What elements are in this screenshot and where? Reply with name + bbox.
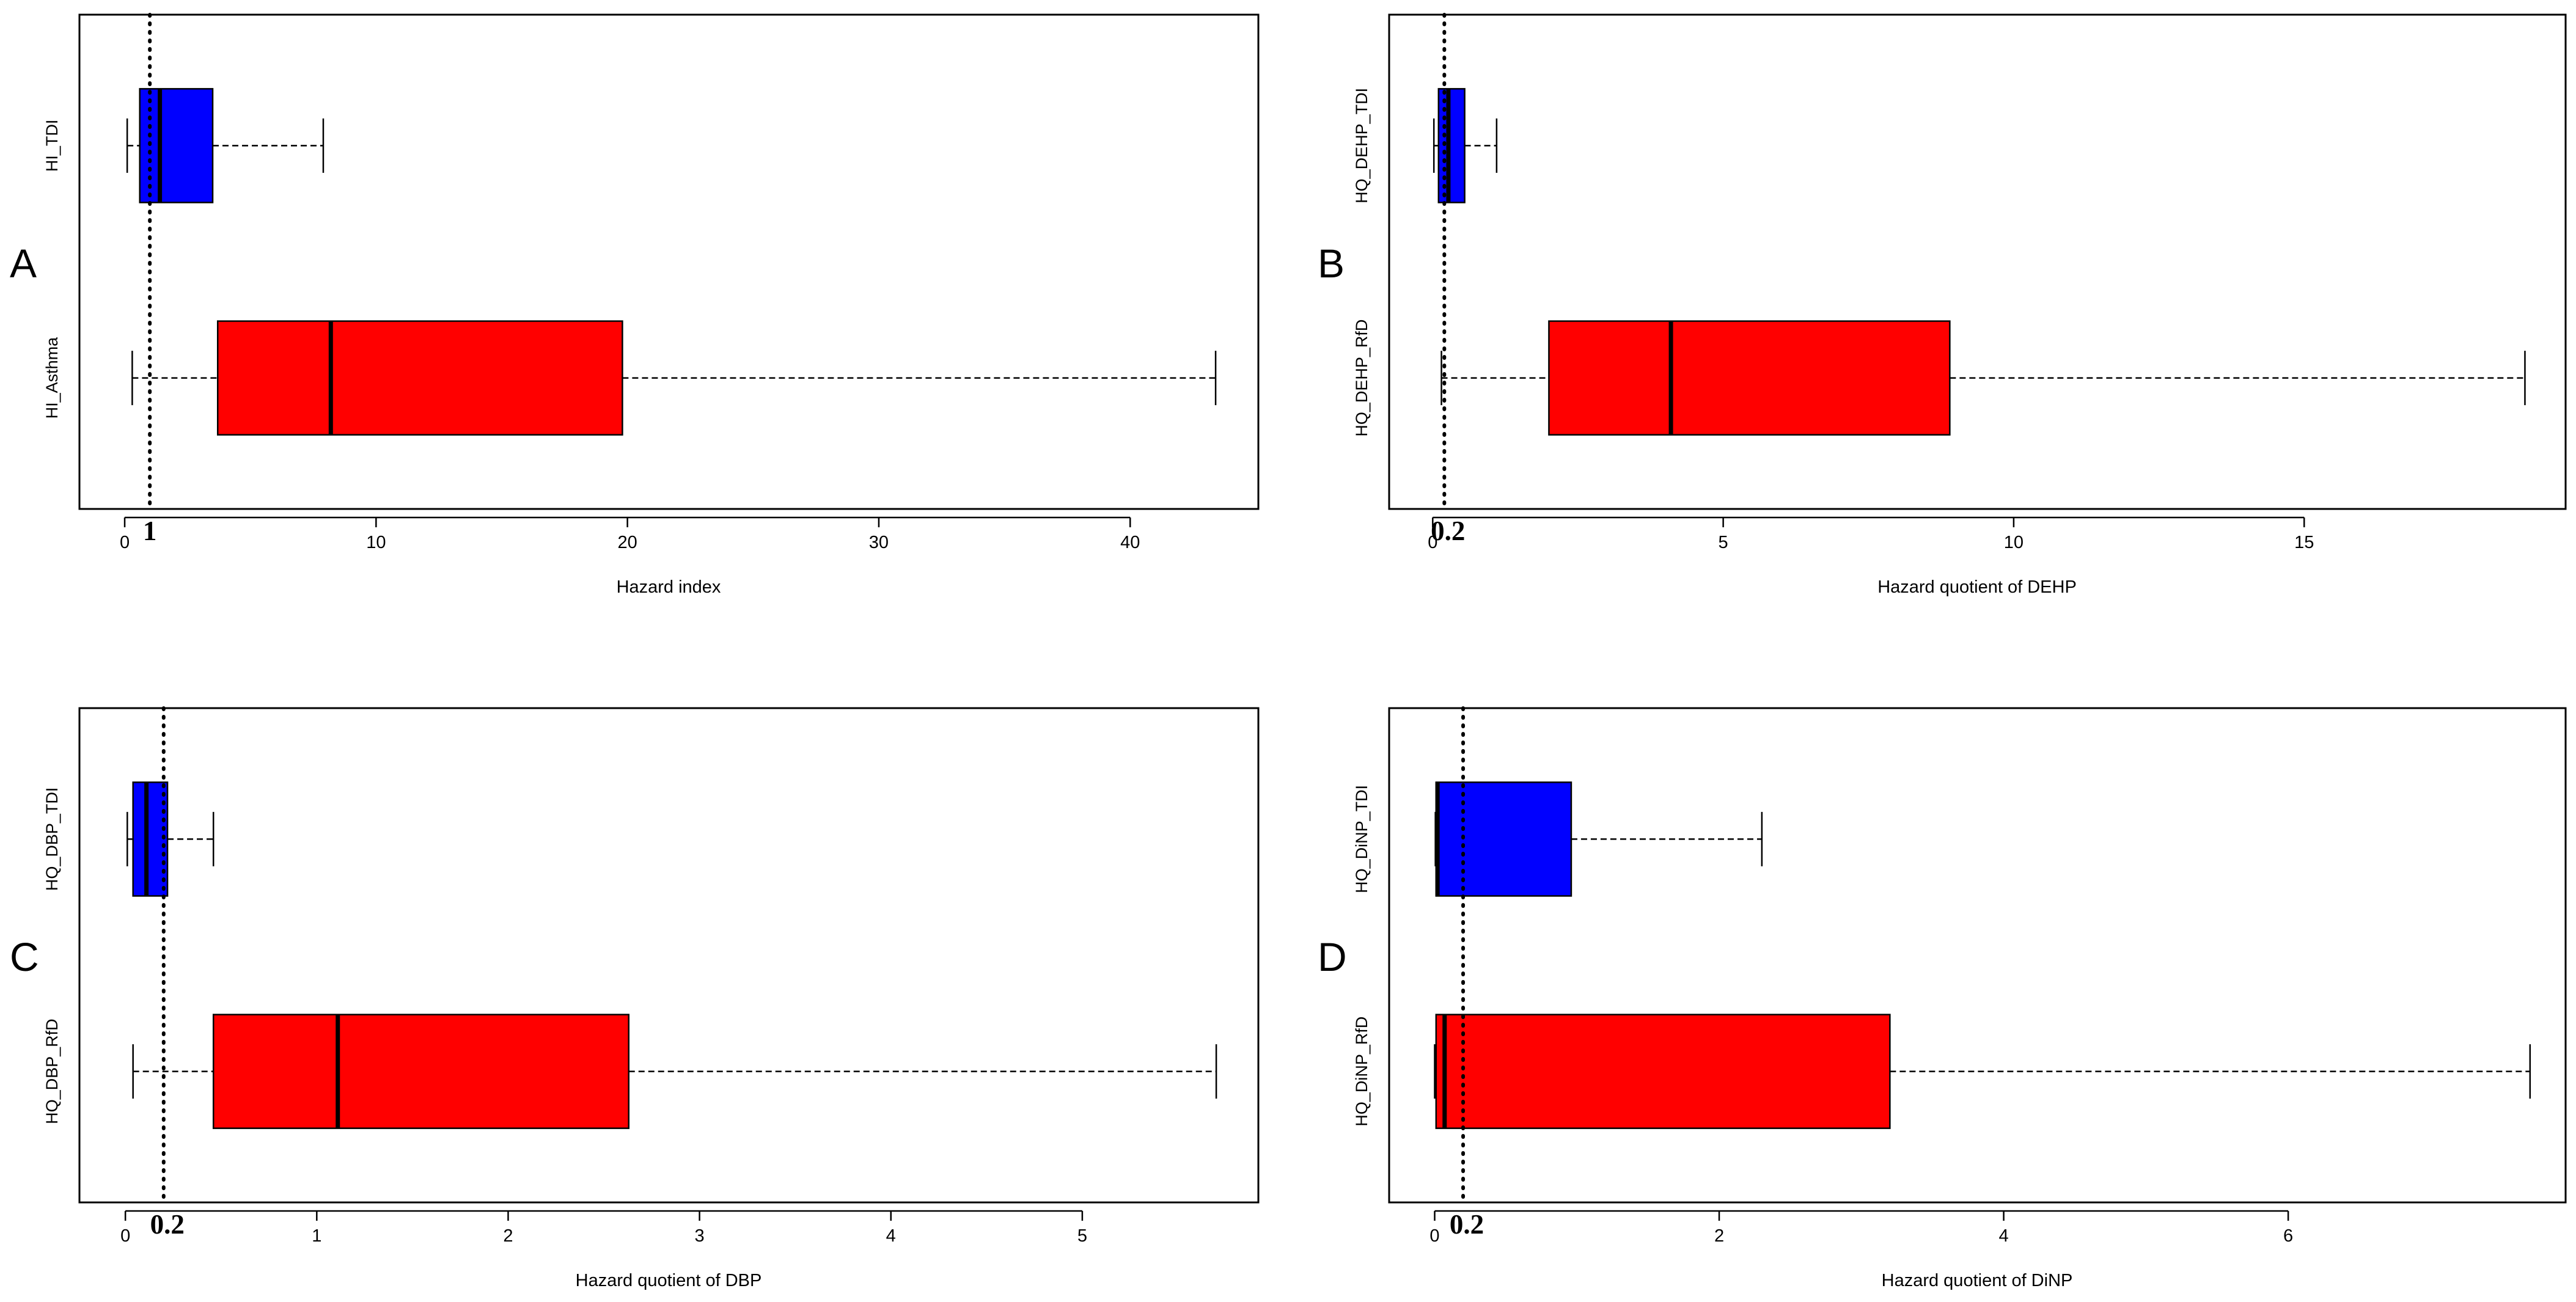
panel-a-x-tick-label: 20 [618, 533, 637, 552]
panel-b-x-tick-label: 15 [2294, 533, 2314, 552]
panel-d-x-tick-label: 6 [2283, 1226, 2293, 1246]
panel-d-category-label-blue: HQ_DiNP_TDI [1352, 785, 1371, 893]
panel-c-category-label-blue: HQ_DBP_TDI [43, 788, 61, 891]
panel-a-x-axis: 0 10 20 30 40 [120, 516, 1140, 552]
panel-a-red-box [216, 320, 623, 436]
panel-d-reference-label: 0.2 [1450, 1209, 1484, 1240]
panel-a-plot-frame [78, 13, 1260, 510]
panel-c-x-tick-label: 1 [312, 1226, 321, 1246]
panel-c-blue-box [132, 781, 169, 897]
panel-a-x-tick-label: 40 [1120, 533, 1140, 552]
panel-c: C HQ_DBP_TDI HQ_DBP_RfD 0 1 2 3 4 5 Hazard qu… [10, 706, 1260, 1290]
panel-a-blue-box [139, 88, 214, 203]
panel-b: B HQ_DEHP_TDI HQ_DEHP_RfD 0 5 10 15 Hazard … [1318, 13, 2567, 597]
panel-c-letter: C [10, 934, 39, 979]
panel-d-x-axis: 0 2 4 6 [1429, 1210, 2293, 1246]
panel-d-x-axis-title: Hazard quotient of DiNP [1882, 1271, 2073, 1290]
panel-c-x-tick-label: 2 [503, 1226, 513, 1246]
panel-d-red-box [1435, 1014, 1891, 1129]
panel-b-plot-frame [1388, 13, 2567, 510]
panel-b-letter: B [1318, 241, 1345, 286]
panel-a-box-blue-group [126, 88, 325, 203]
panel-c-plot-frame [78, 707, 1260, 1204]
panel-d-category-label-red: HQ_DiNP_RfD [1352, 1017, 1371, 1127]
panel-a-letter: A [10, 241, 37, 286]
panel-d-box-blue-group [1434, 781, 1763, 897]
panel-a: A HI_TDI HI_Asthma 0 10 20 30 40 Hazard inde… [10, 13, 1260, 597]
panel-b-x-tick-label: 5 [1719, 533, 1728, 552]
panel-b-box-red-group [1440, 320, 2526, 436]
panel-a-category-label-red: HI_Asthma [43, 337, 61, 419]
panel-b-x-tick-label: 10 [2004, 533, 2024, 552]
panel-d: D HQ_DiNP_TDI HQ_DiNP_RfD 0 2 4 6 Hazard qu… [1318, 706, 2567, 1290]
panel-d-blue-box [1435, 781, 1572, 897]
panel-d-x-tick-label: 2 [1714, 1226, 1724, 1246]
panel-b-category-label-blue: HQ_DEHP_TDI [1352, 88, 1371, 203]
panel-c-x-tick-label: 4 [886, 1226, 896, 1246]
panel-b-x-axis: 0 5 10 15 [1428, 516, 2314, 552]
panel-d-x-tick-label: 0 [1429, 1226, 1439, 1246]
panel-b-reference-label: 0.2 [1431, 516, 1465, 546]
panel-c-red-box [212, 1014, 629, 1129]
panel-c-x-axis-title: Hazard quotient of DBP [576, 1271, 762, 1290]
panel-d-plot-frame [1388, 707, 2567, 1204]
panel-a-box-red-group [131, 320, 1217, 436]
panel-b-x-tick-label: 0 [1428, 533, 1437, 552]
panel-a-x-tick-label: 10 [366, 533, 386, 552]
panel-a-x-tick-label: 30 [869, 533, 889, 552]
panel-d-letter: D [1318, 934, 1347, 979]
panel-a-x-axis-title: Hazard index [617, 577, 721, 597]
panel-b-category-label-red: HQ_DEHP_RfD [1352, 320, 1371, 437]
panel-b-red-box [1548, 320, 1951, 436]
panel-a-reference-label: 1 [143, 516, 157, 546]
panel-b-blue-box [1437, 88, 1466, 203]
panel-d-box-red-group [1434, 1014, 2531, 1129]
panel-b-x-axis-title: Hazard quotient of DEHP [1877, 577, 2077, 597]
panel-c-box-red-group [132, 1014, 1217, 1129]
panel-c-x-tick-label: 3 [695, 1226, 705, 1246]
panel-c-reference-label: 0.2 [150, 1209, 185, 1240]
panel-c-box-blue-group [127, 781, 215, 897]
panel-c-x-axis: 0 1 2 3 4 5 [120, 1210, 1087, 1246]
panel-a-x-tick-label: 0 [120, 533, 130, 552]
panel-a-category-label-blue: HI_TDI [43, 120, 61, 172]
panel-c-x-tick-label: 0 [120, 1226, 130, 1246]
panel-c-category-label-red: HQ_DBP_RfD [43, 1019, 61, 1124]
panel-d-x-tick-label: 4 [1998, 1226, 2008, 1246]
panel-c-x-tick-label: 5 [1077, 1226, 1087, 1246]
